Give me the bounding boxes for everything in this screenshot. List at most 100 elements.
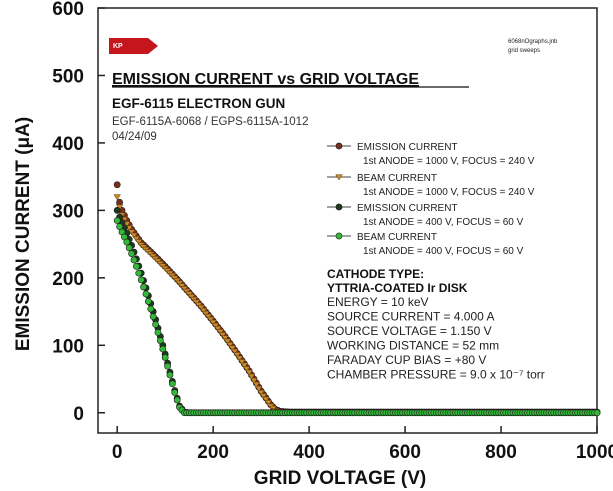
condition-line: FARADAY CUP BIAS = +80 V — [327, 353, 486, 367]
data-point — [154, 329, 162, 336]
data-point — [168, 380, 176, 388]
data-point — [257, 389, 265, 396]
data-point — [113, 181, 121, 189]
data-point — [593, 409, 601, 417]
data-point — [228, 345, 237, 352]
x-tick-label: 200 — [197, 442, 229, 463]
legend-series-name: EMISSION CURRENT — [357, 142, 458, 153]
legend-marker — [335, 232, 343, 240]
data-point — [142, 290, 150, 298]
data-point — [113, 194, 121, 201]
data-point — [173, 396, 181, 404]
data-point — [259, 393, 268, 400]
data-point — [152, 320, 159, 328]
legend-marker — [335, 203, 343, 211]
chart-title: EMISSION CURRENT vs GRID VOLTAGE — [112, 71, 419, 88]
data-point — [207, 316, 215, 323]
data-point — [247, 373, 256, 380]
data-point — [262, 396, 270, 403]
cathode-title-2: YTTRIA-COATED Ir DISK — [327, 281, 468, 295]
file-note-2: grid sweeps — [508, 48, 540, 54]
legend-series-desc: 1st ANODE = 400 V, FOCUS = 60 V — [363, 217, 524, 228]
data-point — [230, 348, 239, 355]
y-tick-label: 600 — [52, 0, 84, 20]
x-tick-label: 800 — [485, 442, 517, 463]
data-point — [245, 369, 253, 376]
data-point — [147, 305, 155, 313]
data-point — [226, 342, 234, 349]
data-point — [202, 310, 210, 317]
data-point — [216, 329, 225, 336]
data-point — [140, 283, 147, 291]
data-point — [144, 298, 152, 305]
data-point — [113, 217, 121, 224]
data-point — [135, 269, 143, 277]
info-line-1: EGF-6115A-6068 / EGPS-6115A-1012 — [112, 116, 308, 128]
data-point — [159, 345, 167, 353]
data-point — [171, 389, 179, 396]
legend-series-name: BEAM CURRENT — [357, 232, 437, 243]
series-3 — [113, 217, 601, 417]
svg-text:KP: KP — [113, 43, 123, 50]
data-point — [238, 359, 246, 366]
data-point — [128, 250, 135, 257]
data-point — [221, 335, 229, 342]
data-point — [130, 256, 138, 264]
data-point — [218, 332, 227, 339]
legend-series-desc: 1st ANODE = 1000 V, FOCUS = 240 V — [363, 187, 535, 198]
data-point — [132, 236, 141, 243]
data-point — [137, 276, 145, 284]
x-tick-label: 400 — [293, 442, 325, 463]
data-point — [242, 366, 251, 373]
data-point — [211, 322, 220, 329]
data-point — [264, 400, 273, 407]
data-point — [252, 381, 261, 388]
data-point — [240, 362, 249, 369]
condition-line: SOURCE CURRENT = 4.000 A — [327, 310, 495, 324]
data-point — [135, 239, 143, 246]
data-point — [235, 355, 244, 362]
y-tick-label: 400 — [52, 134, 84, 155]
data-point — [123, 238, 131, 246]
condition-line: ENERGY = 10 keV — [327, 295, 429, 309]
data-point — [161, 354, 169, 361]
legend-series-desc: 1st ANODE = 1000 V, FOCUS = 240 V — [363, 156, 535, 167]
legend-marker — [335, 142, 343, 150]
data-point — [233, 352, 241, 359]
chart-subtitle: EGF-6115 ELECTRON GUN — [112, 96, 285, 111]
data-point — [149, 313, 157, 321]
data-point — [209, 319, 217, 326]
y-axis-label: EMISSION CURRENT (μA) — [13, 117, 34, 351]
y-tick-label: 100 — [52, 336, 84, 357]
condition-line: SOURCE VOLTAGE = 1.150 V — [327, 324, 492, 338]
legend-series-name: BEAM CURRENT — [357, 173, 437, 184]
condition-line: WORKING DISTANCE = 52 mm — [327, 339, 499, 353]
data-point — [223, 338, 232, 345]
data-point — [113, 206, 121, 214]
data-point — [199, 307, 208, 314]
legend-series-name: EMISSION CURRENT — [357, 203, 458, 214]
legend-marker — [335, 174, 343, 181]
file-note-1: 6068nOgraphs.jnb — [508, 39, 558, 45]
ticks: 0 100 200 300 400 500 600 0 200 400 600 800 1000 — [52, 0, 613, 463]
data-point — [130, 232, 138, 239]
y-tick-label: 200 — [52, 269, 84, 290]
data-point — [214, 326, 222, 333]
info-line-2: 04/24/09 — [112, 131, 157, 143]
data-point — [132, 262, 140, 270]
plot-border — [97, 7, 598, 434]
plot-frame — [97, 7, 598, 434]
data-point — [204, 313, 213, 320]
data-point — [254, 385, 263, 392]
data-point — [116, 198, 123, 206]
legend: EMISSION CURRENT 1st ANODE = 1000 V, FOCU… — [327, 142, 535, 257]
data-point — [166, 371, 174, 379]
y-tick-label: 300 — [52, 201, 84, 222]
data-point — [125, 244, 133, 252]
data-point — [164, 362, 171, 370]
y-tick-label: 500 — [52, 66, 84, 87]
data-point — [250, 377, 258, 384]
x-tick-label: 0 — [112, 442, 123, 463]
